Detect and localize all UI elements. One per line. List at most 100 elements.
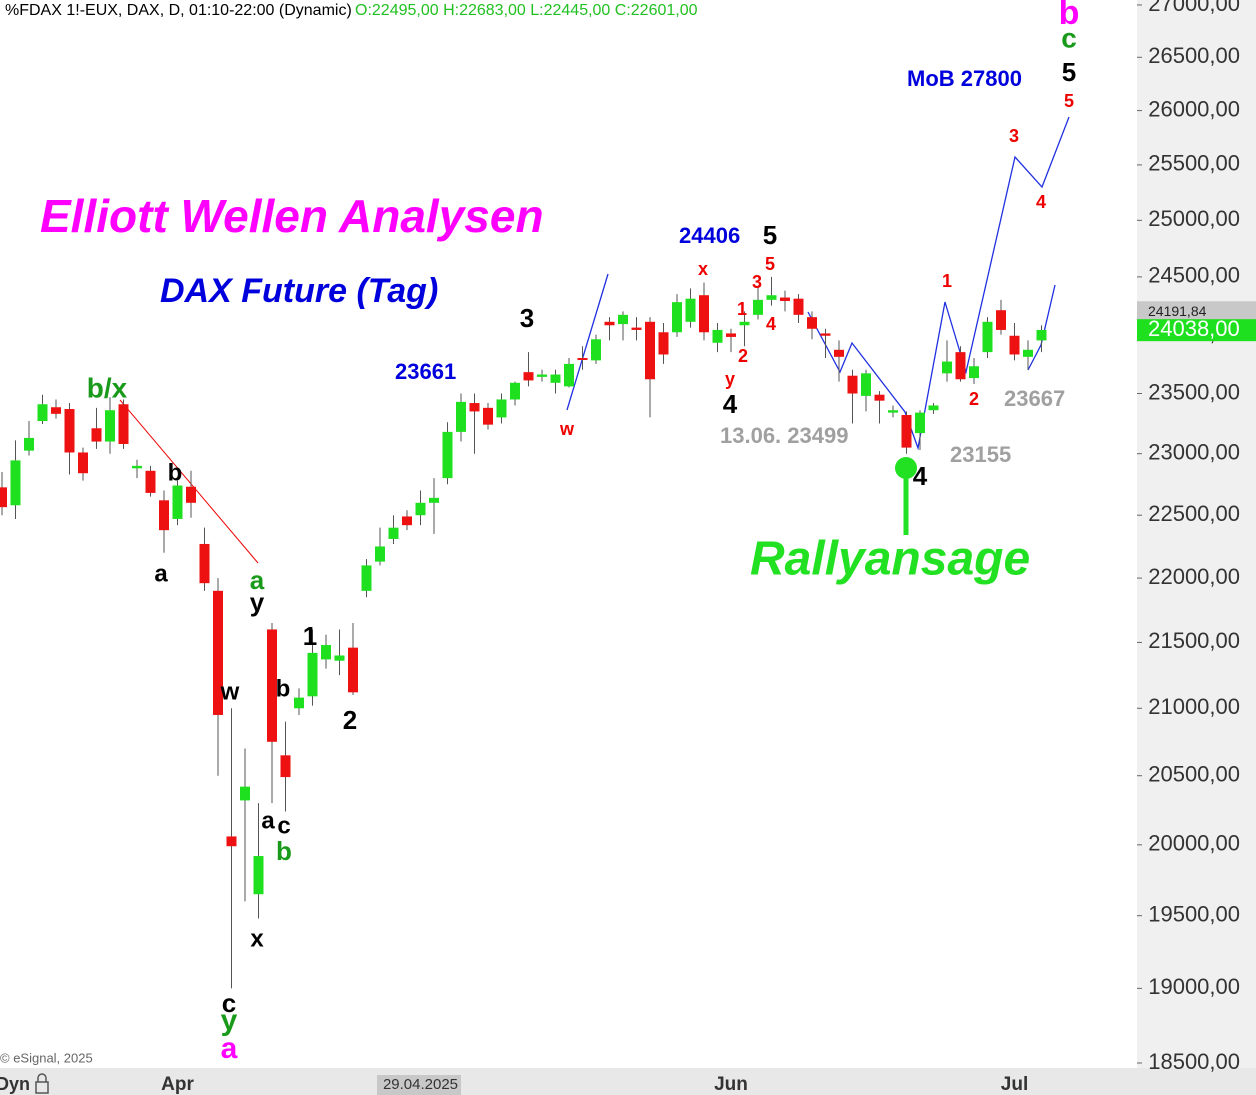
annotation: 2 [969, 389, 979, 409]
y-tick-label: 24500,00 [1148, 263, 1240, 288]
x-tick-label: 29.04.2025 [383, 1076, 458, 1093]
y-tick-label: 25500,00 [1148, 151, 1240, 176]
y-tick-label: 26000,00 [1148, 96, 1240, 121]
annotation: c [1061, 22, 1077, 53]
candle-body [186, 486, 196, 503]
y-axis-panel [1137, 0, 1256, 1095]
candle-body [334, 655, 345, 661]
candle-body [267, 629, 277, 742]
candle-body [888, 410, 898, 413]
candle-body [105, 410, 115, 442]
candle-body [78, 452, 88, 474]
candle-body [375, 546, 385, 562]
annotation: x [250, 925, 264, 952]
annotation: c [277, 812, 290, 839]
candle-body [429, 497, 439, 503]
x-tick-label: Jun [714, 1074, 748, 1095]
y-tick-label: 26500,00 [1148, 43, 1240, 68]
annotation: b [168, 459, 183, 486]
candle-body [1036, 329, 1047, 341]
candle-body [726, 333, 736, 337]
y-tick-label: 19500,00 [1148, 901, 1240, 926]
candle-body [807, 317, 817, 329]
candle-body [213, 590, 223, 715]
y-tick-label: 21000,00 [1148, 694, 1240, 719]
y-tick-label: 23000,00 [1148, 440, 1240, 465]
annotation: 13.06. 23499 [720, 423, 848, 448]
annotation: 24406 [679, 223, 740, 248]
candle-body [456, 401, 466, 432]
x-tick-label: Jul [1001, 1074, 1028, 1095]
signal-dot [895, 457, 917, 479]
candle-body [834, 349, 844, 357]
candle-body [753, 299, 763, 315]
candle-body [577, 358, 588, 361]
annotation: b [276, 675, 291, 702]
candle-body [942, 361, 952, 374]
candle-body [618, 314, 628, 325]
annotation: y [250, 587, 265, 617]
y-tick-label: 19000,00 [1148, 974, 1240, 999]
candle-body [969, 366, 979, 379]
candle-body [483, 407, 493, 425]
x-tick-label: Apr [161, 1074, 194, 1095]
annotation: a [154, 560, 168, 587]
y-tick-label: 18500,00 [1148, 1049, 1240, 1074]
annotation: 3 [1009, 126, 1019, 146]
annotation: MoB 27800 [907, 66, 1022, 91]
lock-icon [35, 1073, 49, 1094]
candle-body [132, 465, 142, 469]
price-label: 24191,84 [1148, 303, 1207, 319]
ohlc-text: O:22495,00 H:22683,00 L:22445,00 C:22601… [355, 2, 698, 19]
candle-body [645, 321, 655, 380]
annotation: 23155 [950, 442, 1011, 467]
candle-body [861, 373, 871, 396]
annotation: 23661 [395, 359, 456, 384]
candle-body [820, 333, 831, 336]
annotation: w [559, 419, 575, 439]
annotation: w [220, 678, 240, 705]
candle-body [307, 652, 318, 697]
candle-body [550, 374, 561, 383]
candle-body [901, 415, 912, 448]
annotation: b [1059, 0, 1080, 32]
candle-body [672, 302, 682, 333]
annotation: 4 [766, 314, 776, 334]
annotation: 3 [752, 272, 762, 292]
price-label-box [1137, 319, 1256, 342]
y-tick-label: 20000,00 [1148, 831, 1240, 856]
candle-body [496, 399, 507, 418]
candle-body [294, 697, 304, 709]
candle-body [658, 332, 669, 355]
annotation: b/x [87, 372, 128, 403]
candle-body [780, 297, 790, 301]
y-tick-label: 20500,00 [1148, 762, 1240, 787]
candle-body [847, 375, 858, 394]
candle-body [348, 647, 358, 693]
candle-body [1023, 349, 1033, 357]
x-axis-panel [0, 1068, 1256, 1095]
annotation: a [261, 807, 275, 834]
candle-body [915, 412, 925, 434]
annotation: 23667 [1004, 386, 1065, 411]
y-tick-label: 21500,00 [1148, 628, 1240, 653]
candle-body [172, 485, 183, 519]
y-tick-label: 25000,00 [1148, 206, 1240, 231]
candle-body [10, 460, 21, 506]
candle-body [996, 310, 1006, 330]
candle-body [361, 565, 372, 591]
annotation: Rallyansage [750, 533, 1030, 586]
annotation: a [250, 565, 265, 595]
crosshair-date-box [377, 1075, 461, 1095]
annotation: 2 [738, 346, 748, 366]
candle-body [712, 329, 723, 343]
trend-line [119, 399, 259, 564]
annotation: y [221, 1004, 238, 1037]
annotation: a [221, 1032, 238, 1065]
y-tick-label: 22000,00 [1148, 564, 1240, 589]
copyright: © eSignal, 2025 [0, 1050, 93, 1065]
candle-body [64, 409, 75, 453]
annotation: Elliott Wellen Analysen [40, 190, 544, 242]
candle-body [145, 470, 156, 493]
